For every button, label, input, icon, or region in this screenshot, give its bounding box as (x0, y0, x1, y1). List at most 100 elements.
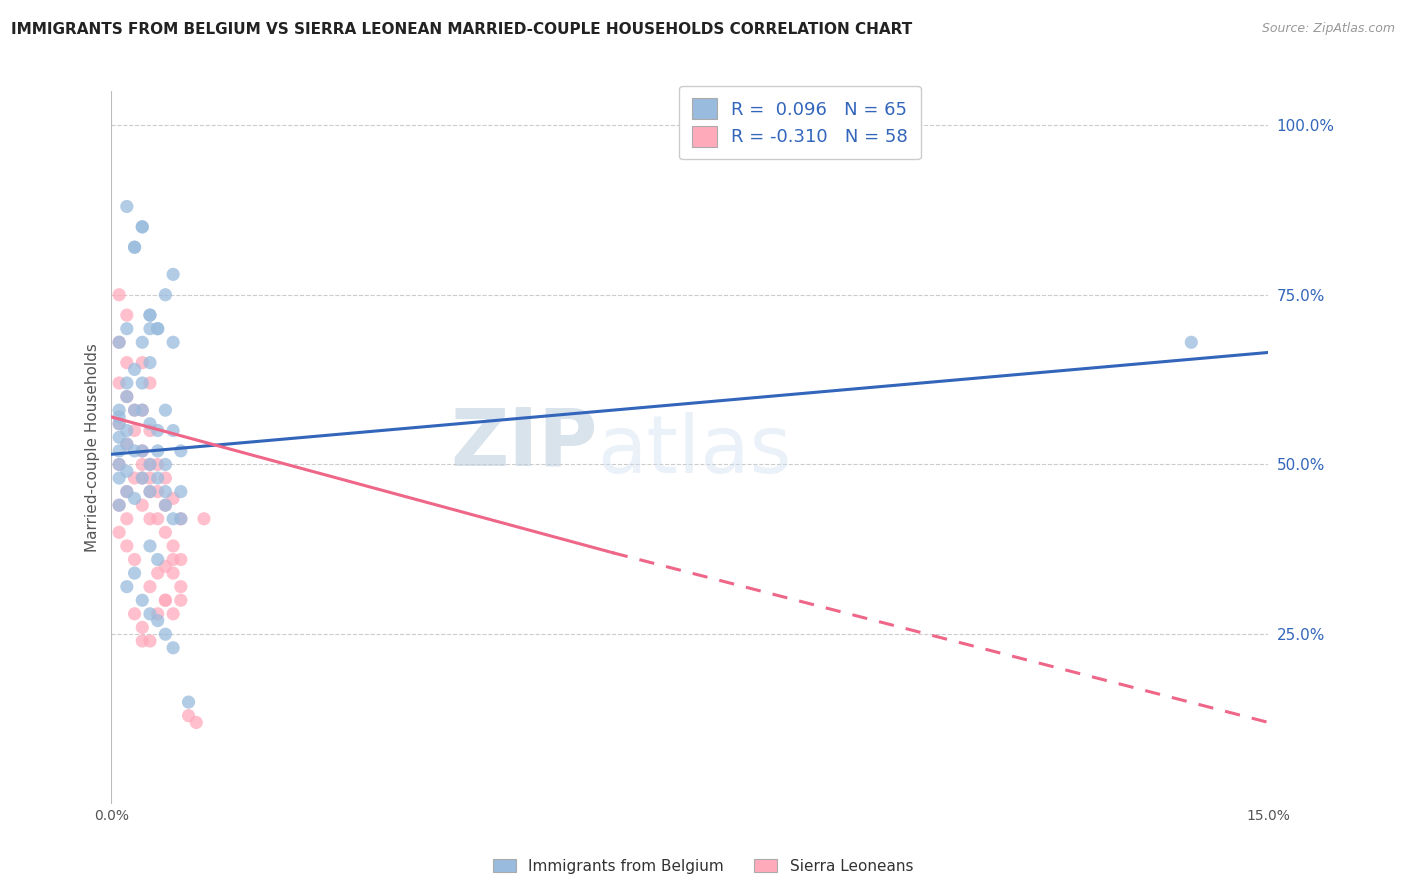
Point (124, 362, 146, 376)
Point (146, 458, 169, 472)
Point (170, 512, 193, 526)
Point (124, 471, 146, 485)
Point (115, 437, 138, 451)
Point (115, 512, 138, 526)
Point (177, 708, 200, 723)
Point (162, 640, 184, 655)
Point (115, 437, 138, 451)
Y-axis label: Married-couple Households: Married-couple Households (86, 343, 100, 552)
Point (115, 390, 138, 404)
Point (162, 335, 184, 350)
Point (146, 512, 169, 526)
Point (146, 321, 169, 335)
Point (146, 321, 169, 335)
Point (139, 321, 162, 335)
Point (108, 403, 131, 417)
Text: ZIP: ZIP (450, 405, 598, 483)
Text: Source: ZipAtlas.com: Source: ZipAtlas.com (1261, 22, 1395, 36)
Point (139, 580, 162, 594)
Point (146, 552, 169, 566)
Point (131, 458, 153, 472)
Point (155, 403, 177, 417)
Point (155, 525, 177, 540)
Point (139, 471, 162, 485)
Point (170, 580, 193, 594)
Point (170, 443, 193, 458)
Point (115, 539, 138, 553)
Point (155, 287, 177, 301)
Point (170, 484, 193, 499)
Point (131, 498, 153, 512)
Point (193, 512, 215, 526)
Point (155, 471, 177, 485)
Point (139, 424, 162, 438)
Point (131, 219, 153, 234)
Point (124, 424, 146, 438)
Point (124, 552, 146, 566)
Point (115, 484, 138, 499)
Point (155, 458, 177, 472)
Point (155, 559, 177, 574)
Point (155, 498, 177, 512)
Point (108, 498, 131, 512)
Point (162, 512, 184, 526)
Point (139, 484, 162, 499)
Point (155, 484, 177, 499)
Point (108, 417, 131, 431)
Point (139, 417, 162, 431)
Point (115, 580, 138, 594)
Point (131, 471, 153, 485)
Point (162, 424, 184, 438)
Point (146, 566, 169, 580)
Point (124, 607, 146, 621)
Point (131, 356, 153, 370)
Point (146, 471, 169, 485)
Point (131, 634, 153, 648)
Point (146, 484, 169, 499)
Point (108, 471, 131, 485)
Point (177, 695, 200, 709)
Point (115, 321, 138, 335)
Point (139, 484, 162, 499)
Point (131, 443, 153, 458)
Point (108, 409, 131, 424)
Point (108, 498, 131, 512)
Point (162, 268, 184, 282)
Point (146, 614, 169, 628)
Point (162, 539, 184, 553)
Point (146, 424, 169, 438)
Text: IMMIGRANTS FROM BELGIUM VS SIERRA LEONEAN MARRIED-COUPLE HOUSEHOLDS CORRELATION : IMMIGRANTS FROM BELGIUM VS SIERRA LEONEA… (11, 22, 912, 37)
Point (162, 491, 184, 506)
Point (139, 634, 162, 648)
Point (108, 417, 131, 431)
Point (131, 335, 153, 350)
Point (139, 539, 162, 553)
Point (108, 335, 131, 350)
Point (124, 240, 146, 254)
Point (108, 525, 131, 540)
Point (155, 593, 177, 607)
Point (131, 376, 153, 390)
Point (124, 491, 146, 506)
Point (108, 376, 131, 390)
Point (124, 240, 146, 254)
Point (108, 287, 131, 301)
Point (108, 443, 131, 458)
Point (108, 458, 131, 472)
Point (115, 390, 138, 404)
Point (1180, 335, 1202, 350)
Point (139, 308, 162, 322)
Point (115, 484, 138, 499)
Point (124, 403, 146, 417)
Point (155, 498, 177, 512)
Point (124, 443, 146, 458)
Point (131, 620, 153, 634)
Point (146, 607, 169, 621)
Point (131, 219, 153, 234)
Point (139, 356, 162, 370)
Point (146, 443, 169, 458)
Point (186, 715, 208, 730)
Point (115, 199, 138, 213)
Point (170, 552, 193, 566)
Legend: Immigrants from Belgium, Sierra Leoneans: Immigrants from Belgium, Sierra Leoneans (486, 853, 920, 880)
